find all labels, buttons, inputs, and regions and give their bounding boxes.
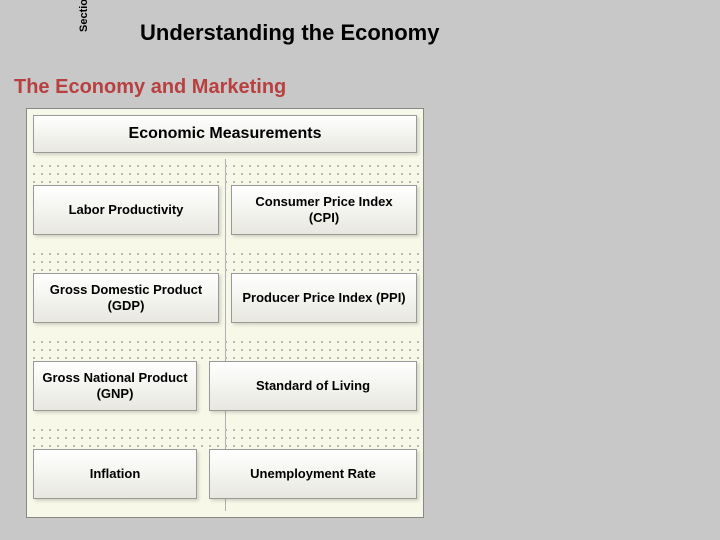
section-label: Section 3.2 xyxy=(78,0,90,32)
cell-standard-of-living: Standard of Living xyxy=(209,361,417,411)
table-header: Economic Measurements xyxy=(33,115,417,153)
table-row: Gross Domestic Product (GDP) Producer Pr… xyxy=(27,267,423,329)
table-row: Gross National Product (GNP) Standard of… xyxy=(27,355,423,417)
table-row: Inflation Unemployment Rate xyxy=(27,443,423,505)
cell-gnp: Gross National Product (GNP) xyxy=(33,361,197,411)
cell-unemployment: Unemployment Rate xyxy=(209,449,417,499)
sub-title: The Economy and Marketing xyxy=(14,76,286,99)
cell-ppi: Producer Price Index (PPI) xyxy=(231,273,417,323)
cell-labor-productivity: Labor Productivity xyxy=(33,185,219,235)
cell-cpi: Consumer Price Index (CPI) xyxy=(231,185,417,235)
table-row: Labor Productivity Consumer Price Index … xyxy=(27,179,423,241)
cell-gdp: Gross Domestic Product (GDP) xyxy=(33,273,219,323)
cell-inflation: Inflation xyxy=(33,449,197,499)
page-title: Understanding the Economy xyxy=(140,20,439,46)
measurements-table: Economic Measurements Labor Productivity… xyxy=(26,108,424,518)
